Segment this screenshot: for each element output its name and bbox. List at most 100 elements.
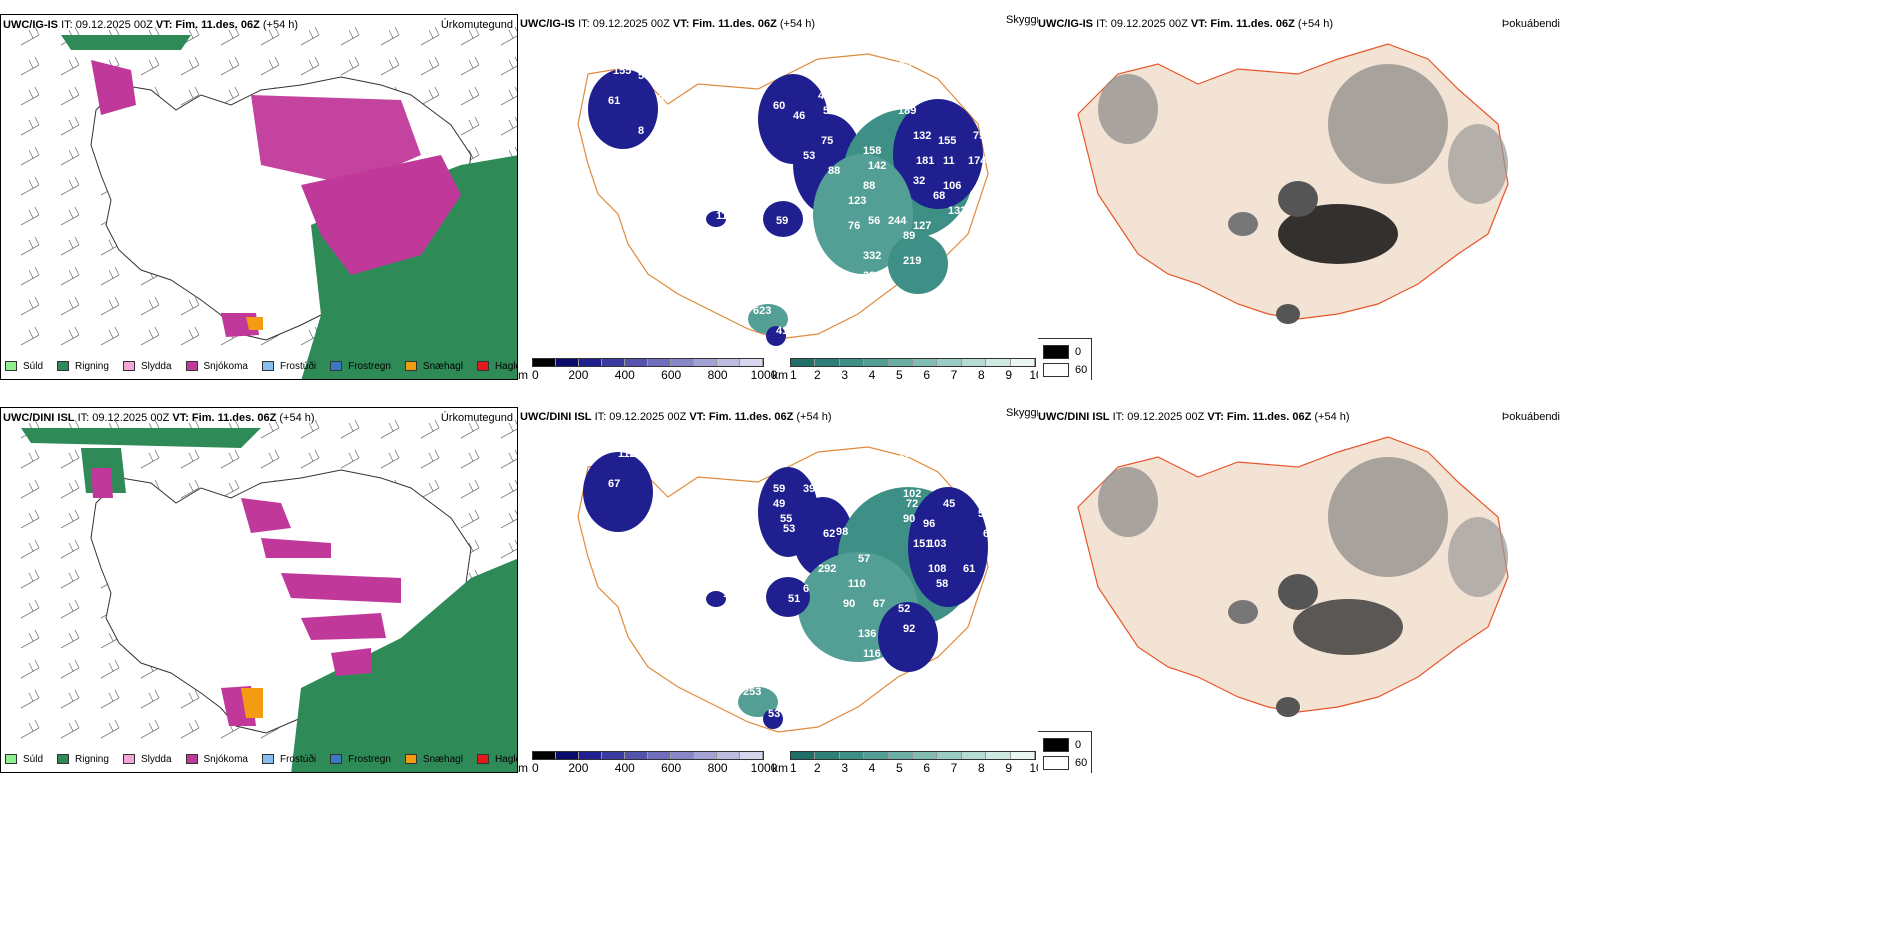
- cloud-base-value: 155: [613, 65, 631, 77]
- fog-panel-row2: UWC/DINI ISL IT: 09.12.2025 00Z VT: Fim.…: [1038, 407, 1900, 773]
- wind-barb: [420, 419, 440, 439]
- cloud-base-value: 86: [658, 93, 670, 105]
- cloud-title: Skyggni: [1006, 407, 1038, 419]
- cloud-base-value: 32: [913, 175, 925, 187]
- wind-barb: [140, 56, 160, 76]
- colorbar-tick: 1: [790, 368, 797, 380]
- cloud-base-value: 51: [788, 593, 800, 605]
- colorbar-segment: [986, 752, 1011, 759]
- fog-map: [1077, 43, 1509, 324]
- wind-barb: [300, 26, 320, 46]
- colorbar-tick: 6: [923, 761, 930, 773]
- cloud-base-value: 244: [888, 215, 907, 227]
- wind-barb: [100, 659, 120, 679]
- wind-barb: [20, 326, 40, 346]
- cloud-base-value: 219: [903, 255, 921, 267]
- cloud-base-value: 155: [938, 135, 956, 147]
- cloud-base-value: 57: [638, 70, 650, 82]
- colorbar-segment: [556, 752, 579, 759]
- cloud-base-colorbar: m 0 200 400 600 800 1000: [518, 358, 777, 380]
- precip-legend-item: Snjókoma: [185, 361, 248, 372]
- wind-barb: [220, 26, 240, 46]
- wind-barb: [460, 449, 480, 469]
- cloud-base-value: 41: [776, 325, 788, 337]
- wind-barb: [500, 509, 517, 529]
- cloud-base-value: 6: [803, 583, 809, 595]
- wind-barb: [20, 689, 40, 709]
- wind-barb: [500, 26, 517, 46]
- colorbar-segment: [625, 359, 648, 366]
- colorbar-segment: [961, 359, 987, 366]
- cloud-base-value: 181: [916, 155, 934, 167]
- cloud-base-value: 138: [853, 100, 871, 112]
- colorbar-tick: 10: [1029, 368, 1038, 380]
- wind-barb: [20, 629, 40, 649]
- colorbar-tick: 8: [977, 761, 985, 773]
- cloud-base-value: 58: [978, 508, 990, 520]
- wind-barb: [340, 449, 360, 469]
- colorbar-tick: 5: [895, 761, 903, 773]
- legend-label: Frostregn: [348, 360, 391, 372]
- colorbar-tick: 9: [1005, 761, 1012, 773]
- colorbar-tick: 0: [532, 368, 539, 380]
- wind-barb: [60, 719, 80, 739]
- legend-label: Snæhagl: [422, 360, 463, 372]
- wind-barb: [180, 86, 200, 106]
- wind-barb: [220, 449, 240, 469]
- legend-label: Frostregn: [348, 753, 391, 765]
- wind-barb: [460, 509, 480, 529]
- colorbar-tick: 7: [950, 368, 958, 380]
- colorbar-tick: 4: [868, 761, 876, 773]
- precip-legend-item: Rigning: [57, 361, 109, 372]
- cloud-base-value: 142: [868, 160, 886, 172]
- colorbar-tick: 600: [661, 368, 682, 380]
- legend-swatch: [404, 361, 417, 371]
- cloud-base-value: 136: [858, 628, 876, 640]
- precip-legend-item: Slydda: [122, 754, 172, 765]
- wind-barb: [60, 116, 80, 136]
- colorbar-segment: [694, 752, 717, 759]
- colorbar-segment: [717, 752, 740, 759]
- precip-legend-item: Rigning: [57, 754, 109, 765]
- colorbar-segment: [937, 752, 962, 759]
- wind-barb: [140, 719, 160, 739]
- wind-barb: [20, 26, 40, 46]
- wind-barb: [140, 449, 160, 469]
- cloud-base-value: 110: [848, 578, 866, 590]
- legend-swatch: [404, 754, 417, 764]
- colorbar-segment: [648, 359, 671, 366]
- wind-barb: [100, 266, 120, 286]
- wind-barb: [500, 479, 517, 499]
- cloud-base-value: 49: [773, 498, 785, 510]
- precip-legend-item: Súld: [5, 361, 43, 372]
- cloud-base-value: 123: [848, 195, 866, 207]
- wind-barb: [100, 296, 120, 316]
- cloud-base-value: 67: [873, 598, 885, 610]
- cloud-base-value: 43: [643, 450, 655, 462]
- colorbar-segment: [694, 359, 717, 366]
- wind-barb: [60, 266, 80, 286]
- cloud-base-value: 11: [943, 155, 955, 167]
- cloud-base-value: 96: [923, 518, 935, 530]
- wind-barb: [20, 146, 40, 166]
- cloud-base-value: 72: [906, 498, 918, 510]
- colorbar-segment: [888, 359, 914, 366]
- colorbar-segment: [579, 359, 602, 366]
- wind-barb: [460, 86, 480, 106]
- wind-barb: [60, 569, 80, 589]
- panel-header: UWC/IG-IS IT: 09.12.2025 00Z VT: Fim. 11…: [1038, 18, 1560, 30]
- precip-legend-item: Frostúði: [261, 754, 316, 765]
- cloud-base-value: 52: [898, 603, 910, 615]
- colorbar-tick: 400: [614, 761, 635, 773]
- colorbar-segment: [1010, 359, 1036, 366]
- fog-legend-label: 60: [1075, 364, 1088, 376]
- precip-type-map: [20, 26, 517, 379]
- cloud-base-value: 116: [863, 648, 881, 660]
- cloud-base-value: 92: [858, 65, 870, 77]
- cloud-base-value: 133: [948, 205, 966, 217]
- cloud-base-value: 50: [823, 105, 835, 117]
- colorbar-tick: 0: [532, 761, 539, 773]
